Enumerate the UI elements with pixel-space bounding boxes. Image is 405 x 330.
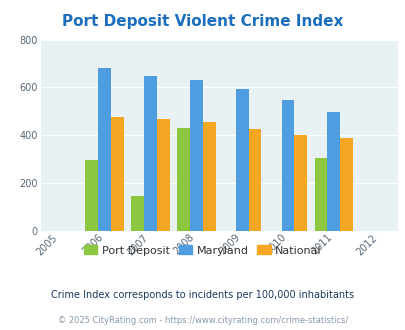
Bar (339, 138, 352, 231)
Text: Port Deposit Violent Crime Index: Port Deposit Violent Crime Index (62, 14, 343, 29)
Bar (177, 128, 190, 231)
Bar (157, 118, 169, 231)
Bar (202, 122, 215, 231)
Bar (235, 89, 248, 231)
Bar (85, 160, 98, 231)
Bar (131, 196, 144, 231)
Bar (98, 68, 111, 231)
Bar (144, 76, 157, 231)
Bar (281, 100, 294, 231)
Bar (190, 80, 202, 231)
Bar (294, 135, 307, 231)
Bar (326, 112, 339, 231)
Text: © 2025 CityRating.com - https://www.cityrating.com/crime-statistics/: © 2025 CityRating.com - https://www.city… (58, 316, 347, 325)
Bar (111, 117, 124, 231)
Bar (314, 158, 326, 231)
Text: Crime Index corresponds to incidents per 100,000 inhabitants: Crime Index corresponds to incidents per… (51, 290, 354, 300)
Bar (248, 129, 261, 231)
Legend: Port Deposit, Maryland, National: Port Deposit, Maryland, National (79, 241, 326, 260)
